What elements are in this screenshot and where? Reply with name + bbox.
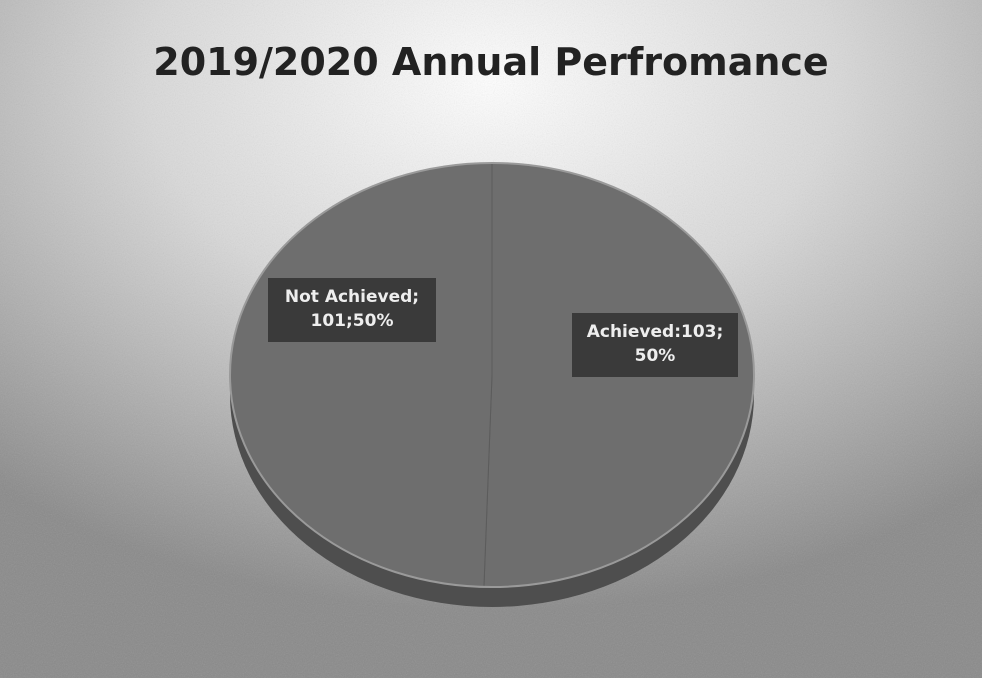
data-label-box-achieved: [572, 313, 738, 377]
data-label-not-achieved-line-2: 101;50%: [311, 311, 394, 331]
data-label-achieved-line-2: 50%: [635, 346, 676, 366]
data-label-achieved-line-1: Achieved:103;: [587, 322, 724, 342]
pie-rim: [229, 162, 755, 588]
chart-title: 2019/2020 Annual Perfromance: [153, 40, 828, 84]
pie-group: [229, 162, 755, 607]
data-labels: Achieved:103; 50% Not Achieved; 101;50%: [268, 278, 738, 377]
data-label-box-not-achieved: [268, 278, 436, 342]
data-label-not-achieved-line-1: Not Achieved;: [285, 287, 419, 307]
